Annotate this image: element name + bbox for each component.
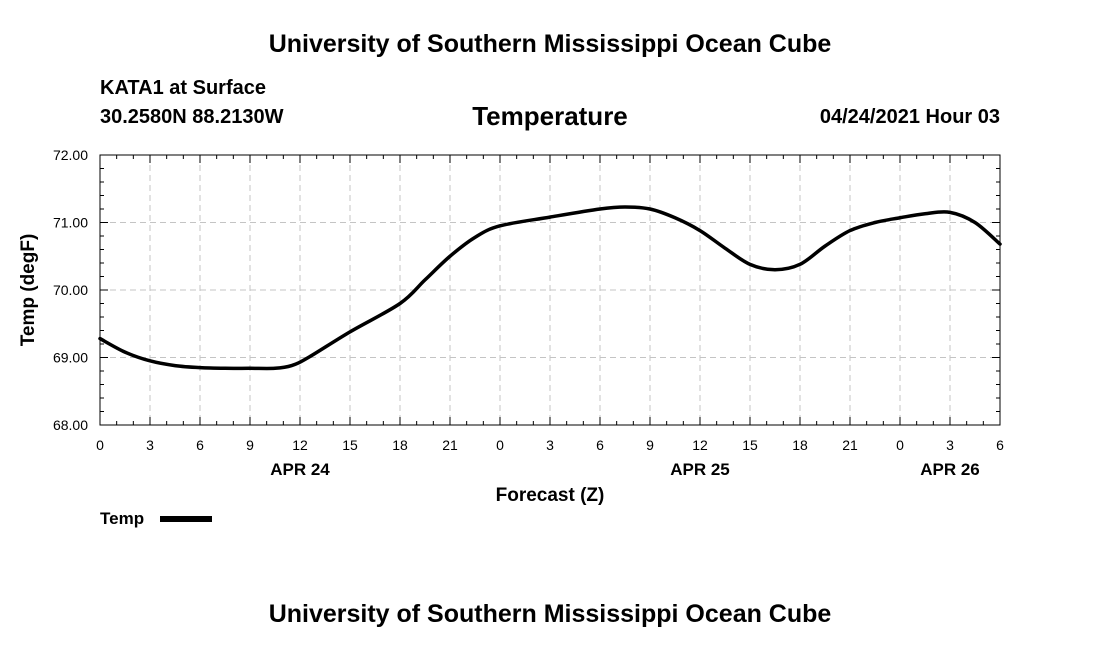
- variable-title: Temperature: [472, 101, 628, 131]
- date-label: APR 25: [670, 460, 730, 479]
- x-tick-label: 9: [646, 437, 654, 453]
- x-axis-title: Forecast (Z): [496, 485, 605, 506]
- y-tick-label: 68.00: [53, 417, 88, 433]
- x-tick-label: 15: [742, 437, 758, 453]
- x-tick-label: 0: [496, 437, 504, 453]
- x-tick-label: 21: [842, 437, 858, 453]
- x-tick-label: 3: [546, 437, 554, 453]
- y-tick-label: 72.00: [53, 147, 88, 163]
- x-tick-label: 15: [342, 437, 358, 453]
- x-tick-label: 6: [996, 437, 1004, 453]
- y-tick-label: 69.00: [53, 350, 88, 366]
- date-label: APR 26: [920, 460, 980, 479]
- location-coordinates: 30.2580N 88.2130W: [100, 106, 284, 128]
- legend-label: Temp: [100, 509, 145, 528]
- y-tick-label: 71.00: [53, 215, 88, 231]
- footer-title: University of Southern Mississippi Ocean…: [268, 600, 832, 628]
- forecast-datetime: 04/24/2021 Hour 03: [819, 106, 1000, 128]
- x-tick-label: 6: [596, 437, 604, 453]
- x-tick-label: 3: [946, 437, 954, 453]
- x-tick-label: 9: [246, 437, 254, 453]
- x-tick-label: 3: [146, 437, 154, 453]
- x-tick-label: 0: [96, 437, 104, 453]
- x-tick-label: 18: [792, 437, 808, 453]
- series-line-temp: [98, 205, 1002, 371]
- station-label: KATA1 at Surface: [100, 77, 266, 99]
- date-label: APR 24: [270, 460, 330, 479]
- x-tick-label: 21: [442, 437, 458, 453]
- x-tick-label: 6: [196, 437, 204, 453]
- chart-main-title: University of Southern Mississippi Ocean…: [268, 30, 832, 58]
- legend-line-swatch: [160, 516, 212, 522]
- x-tick-label: 12: [692, 437, 708, 453]
- x-tick-label: 0: [896, 437, 904, 453]
- x-tick-label: 12: [292, 437, 308, 453]
- x-tick-label: 18: [392, 437, 408, 453]
- y-axis-title: Temp (degF): [18, 234, 39, 347]
- y-tick-label: 70.00: [53, 282, 88, 298]
